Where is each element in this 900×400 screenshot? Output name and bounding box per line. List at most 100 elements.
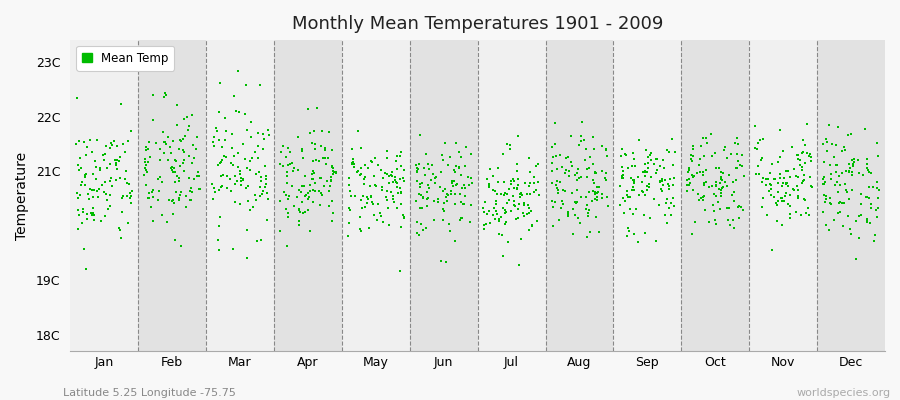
Point xyxy=(662,205,676,212)
Point xyxy=(224,159,238,166)
Point xyxy=(439,259,454,266)
Point xyxy=(861,169,876,176)
Point xyxy=(416,227,430,234)
Point xyxy=(749,171,763,177)
Point xyxy=(615,173,629,179)
Point xyxy=(80,216,94,222)
Point xyxy=(507,202,521,209)
Point xyxy=(759,182,773,188)
Point xyxy=(545,160,560,167)
Point xyxy=(186,155,201,162)
Point xyxy=(796,178,811,184)
Point xyxy=(239,82,254,88)
Point xyxy=(73,192,87,198)
Point xyxy=(580,202,594,209)
Point xyxy=(168,168,183,175)
Point xyxy=(765,161,779,167)
Point xyxy=(412,132,427,138)
Point xyxy=(171,178,185,184)
Point xyxy=(428,217,442,224)
Point xyxy=(621,165,635,172)
Point xyxy=(167,157,182,163)
Point xyxy=(213,160,228,166)
Point xyxy=(636,212,651,218)
Point xyxy=(861,183,876,190)
Point xyxy=(239,165,254,172)
Point xyxy=(244,118,258,125)
Point xyxy=(777,174,791,181)
Point xyxy=(795,164,809,170)
Point xyxy=(793,156,807,163)
Point xyxy=(380,148,394,154)
Point xyxy=(164,164,178,171)
Point xyxy=(243,158,257,164)
Point xyxy=(273,198,287,204)
Point xyxy=(770,180,785,186)
Point xyxy=(856,172,870,178)
Point xyxy=(324,174,338,180)
Point xyxy=(736,173,751,180)
Point xyxy=(858,126,872,132)
Point xyxy=(661,180,675,187)
Point xyxy=(452,164,466,170)
Point xyxy=(138,159,152,166)
Point xyxy=(511,181,526,188)
Point xyxy=(709,221,724,227)
Point xyxy=(613,183,627,190)
Point xyxy=(562,210,576,217)
Point xyxy=(722,172,736,178)
Point xyxy=(390,184,404,190)
Point xyxy=(598,174,613,181)
Point xyxy=(616,163,630,170)
Point xyxy=(217,115,231,122)
Point xyxy=(464,151,478,157)
Point xyxy=(98,179,112,186)
Point xyxy=(173,137,187,143)
Point xyxy=(174,138,188,144)
Point xyxy=(109,160,123,167)
Point xyxy=(112,154,127,160)
Point xyxy=(587,146,601,152)
Point xyxy=(220,184,234,191)
Point xyxy=(237,176,251,183)
Point xyxy=(230,108,244,114)
Point xyxy=(800,150,814,156)
Point xyxy=(707,208,722,214)
Point xyxy=(207,142,221,149)
Point xyxy=(423,177,437,183)
Point xyxy=(314,175,328,181)
Point xyxy=(725,217,740,223)
Point xyxy=(409,162,423,168)
Point xyxy=(436,200,451,206)
Point xyxy=(504,180,518,187)
Point xyxy=(770,158,785,165)
Point xyxy=(816,176,831,182)
Point xyxy=(395,212,410,218)
Point xyxy=(148,140,163,146)
Point xyxy=(863,204,878,211)
Point xyxy=(782,210,796,217)
Point xyxy=(709,193,724,199)
Point xyxy=(613,202,627,208)
Point xyxy=(325,218,339,224)
Point xyxy=(797,171,812,178)
Point xyxy=(815,141,830,148)
Point xyxy=(521,227,535,233)
Point xyxy=(415,205,429,211)
Point xyxy=(307,169,321,176)
Point xyxy=(206,196,220,202)
Point xyxy=(104,183,119,189)
Point xyxy=(621,224,635,231)
Point xyxy=(446,179,460,185)
Point xyxy=(838,146,852,153)
Point xyxy=(308,180,322,186)
Point xyxy=(342,174,356,181)
Point xyxy=(326,170,340,177)
Point xyxy=(520,201,535,208)
Point xyxy=(382,180,396,187)
Point xyxy=(667,202,681,209)
Point xyxy=(158,90,172,97)
Point xyxy=(663,176,678,182)
Point xyxy=(685,158,699,164)
Point xyxy=(686,146,700,152)
